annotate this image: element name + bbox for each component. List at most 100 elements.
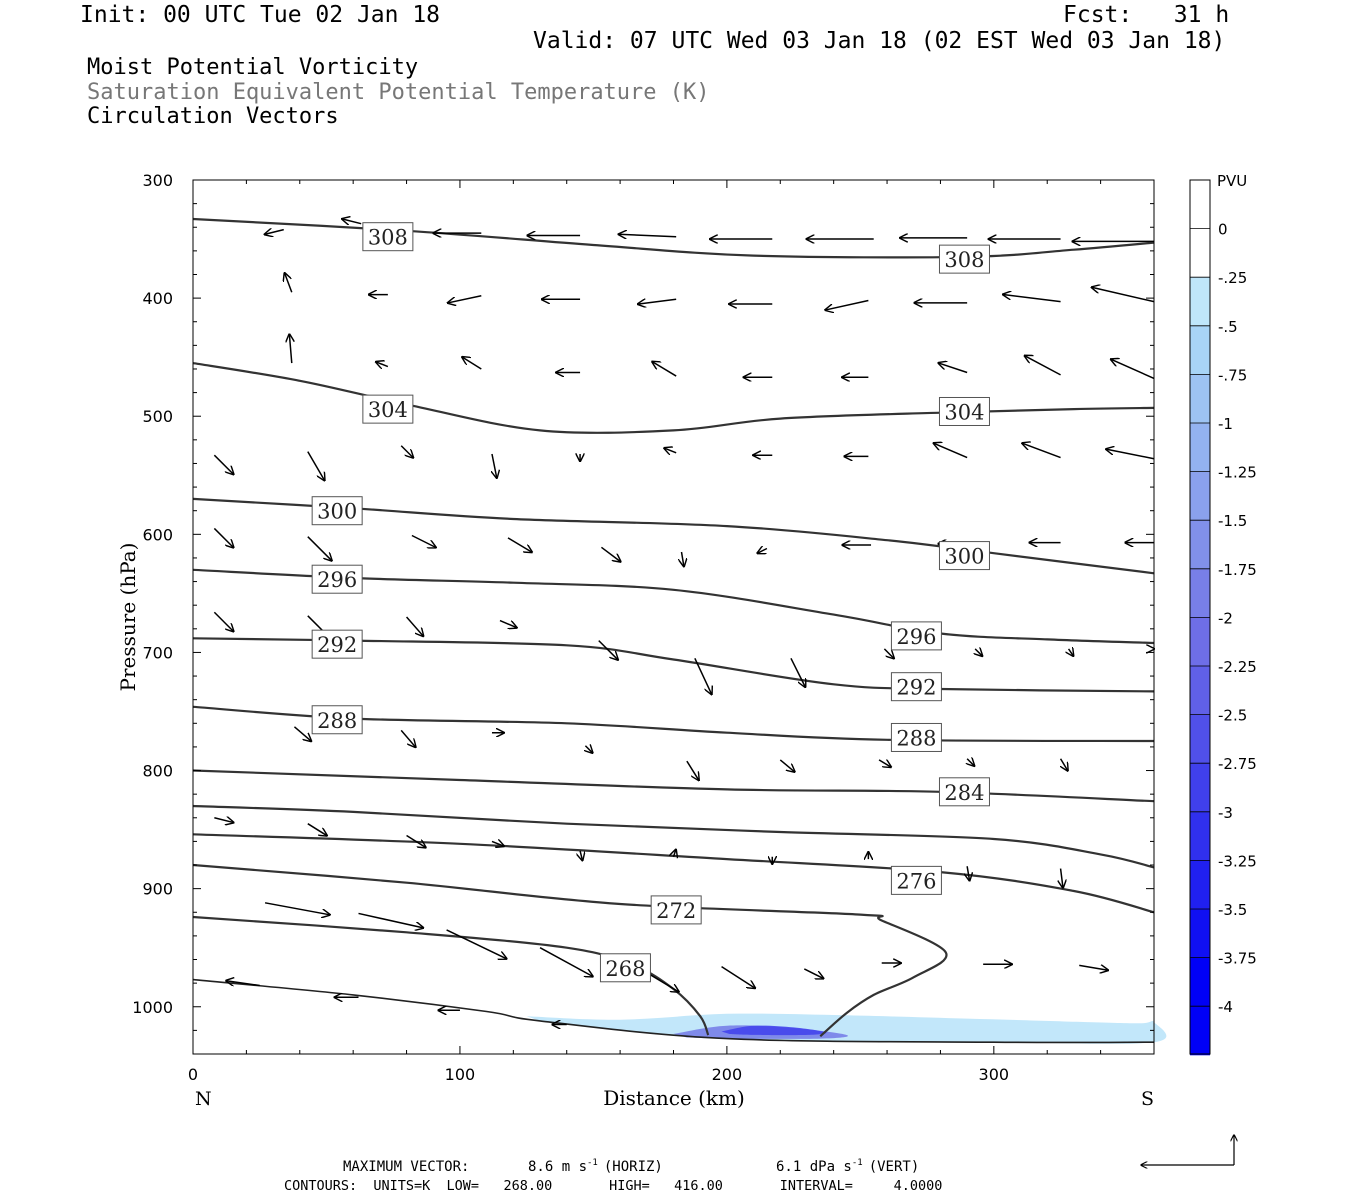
- theta-es-contour-308: [192, 217, 1155, 259]
- colorbar-unit: PVU: [1217, 172, 1247, 190]
- x-axis-north-label: N: [195, 1088, 212, 1110]
- max-vector-label: MAXIMUM VECTOR:: [343, 1159, 469, 1175]
- circulation-vector: [400, 445, 413, 458]
- circulation-vector: [1079, 965, 1108, 970]
- horiz-value: 8.6 m s: [528, 1159, 587, 1175]
- contour-label-288: 288: [896, 726, 936, 750]
- colorbar-swatch: [1190, 423, 1210, 473]
- circulation-vector: [406, 834, 426, 848]
- circulation-vector: [580, 850, 582, 861]
- contour-label-284: 284: [944, 781, 984, 805]
- max-vector-vert: 6.1 dPa s-1 (VERT): [776, 1158, 919, 1175]
- contour-label-308: 308: [368, 226, 408, 250]
- circulation-vector: [400, 729, 415, 747]
- circulation-vector: [214, 818, 233, 823]
- contour-label-268: 268: [605, 957, 645, 981]
- contour-label-292: 292: [896, 676, 936, 700]
- colorbar-tick-label: -4: [1218, 998, 1233, 1016]
- colorbar-tick-label: -3.75: [1218, 950, 1257, 968]
- colorbar-swatch: [1190, 957, 1210, 1007]
- contour-label-box-272: [650, 895, 702, 925]
- circulation-vector: [1061, 868, 1063, 888]
- circulation-vector: [376, 362, 389, 367]
- circulation-vector: [825, 299, 869, 310]
- colorbar-swatch: [1190, 666, 1210, 716]
- circulation-vector: [585, 746, 592, 753]
- horiz-exponent: -1: [587, 1158, 598, 1168]
- theta-es-contour-284: [192, 769, 1155, 803]
- contour-label-304: 304: [368, 398, 408, 422]
- vert-exponent: -1: [852, 1158, 863, 1168]
- circulation-vector: [652, 362, 677, 377]
- circulation-vector: [721, 965, 756, 989]
- contour-label-box-276: [890, 865, 942, 895]
- horiz-tag: (HORIZ): [604, 1159, 663, 1175]
- circulation-vector: [938, 363, 968, 374]
- circulation-vector: [682, 551, 684, 566]
- colorbar-tick-label: -2.25: [1218, 658, 1257, 676]
- reference-vector-icon: [1141, 1135, 1234, 1165]
- circulation-vector: [213, 454, 233, 474]
- circulation-vector: [289, 334, 291, 364]
- theta-es-contour-304: [192, 362, 1155, 434]
- colorbar-tick-label: -3: [1218, 804, 1233, 822]
- y-tick-label: 600: [142, 525, 173, 544]
- contour-label-box-288: [890, 722, 942, 752]
- circulation-vector: [539, 947, 593, 977]
- colorbar-swatch: [1190, 909, 1210, 959]
- colorbar-swatch: [1190, 763, 1210, 813]
- valid-time-label: Valid: 07 UTC Wed 03 Jan 18 (02 EST Wed …: [533, 28, 1226, 54]
- vert-value: 6.1 dPa s: [776, 1159, 852, 1175]
- circulation-vector: [638, 298, 677, 304]
- y-axis-label: Pressure (hPa): [116, 543, 140, 692]
- contour-label-box-300: [311, 496, 363, 526]
- colorbar-swatch: [1190, 714, 1210, 764]
- contour-label-box-308: [362, 222, 414, 252]
- circulation-vector: [779, 759, 794, 772]
- y-tick-label: 400: [142, 289, 173, 308]
- circulation-vector: [664, 448, 677, 453]
- circulation-vector: [342, 219, 362, 224]
- field-title-circulation: Circulation Vectors: [87, 104, 339, 129]
- circulation-vector: [1106, 449, 1155, 460]
- circulation-vector: [757, 548, 768, 553]
- colorbar-swatch: [1190, 325, 1210, 375]
- y-tick-label: 1000: [132, 998, 173, 1017]
- colorbar-swatch: [1190, 228, 1210, 278]
- circulation-vector: [790, 658, 805, 687]
- circulation-vector: [1022, 443, 1061, 459]
- contour-label-272: 272: [656, 899, 696, 923]
- contour-label-296: 296: [317, 568, 357, 592]
- y-tick-label: 800: [142, 762, 173, 781]
- circulation-vector: [686, 760, 699, 780]
- y-tick-label: 700: [142, 643, 173, 662]
- circulation-vector: [307, 823, 327, 836]
- colorbar-swatch: [1190, 180, 1210, 230]
- circulation-vector: [803, 968, 823, 979]
- colorbar-tick-label: -2.75: [1218, 755, 1257, 773]
- x-tick-label: 200: [712, 1065, 743, 1084]
- x-axis-south-label: S: [1141, 1088, 1154, 1110]
- contour-label-box-304: [362, 394, 414, 424]
- field-title-mpv: Moist Potential Vorticity: [87, 55, 419, 80]
- colorbar-swatch: [1190, 471, 1210, 521]
- colorbar-tick-label: -2: [1218, 609, 1233, 627]
- circulation-vector: [507, 537, 532, 552]
- field-title-theta-es: Saturation Equivalent Potential Temperat…: [87, 80, 710, 105]
- contour-label-288: 288: [317, 709, 357, 733]
- circulation-vector: [967, 759, 974, 766]
- circulation-vector: [492, 453, 497, 478]
- circulation-vector: [934, 443, 968, 459]
- x-tick-label: 100: [445, 1065, 476, 1084]
- circulation-vector: [1025, 356, 1061, 376]
- circulation-vector: [598, 640, 618, 660]
- y-tick-label: 900: [142, 880, 173, 899]
- contour-label-276: 276: [896, 869, 936, 893]
- contour-label-box-288: [311, 705, 363, 735]
- colorbar-tick-label: -1.75: [1218, 561, 1257, 579]
- colorbar-tick-label: -1.25: [1218, 464, 1257, 482]
- colorbar-swatch: [1190, 811, 1210, 861]
- circulation-vector: [293, 726, 311, 741]
- circulation-vector: [405, 616, 424, 636]
- circulation-vector: [619, 234, 677, 236]
